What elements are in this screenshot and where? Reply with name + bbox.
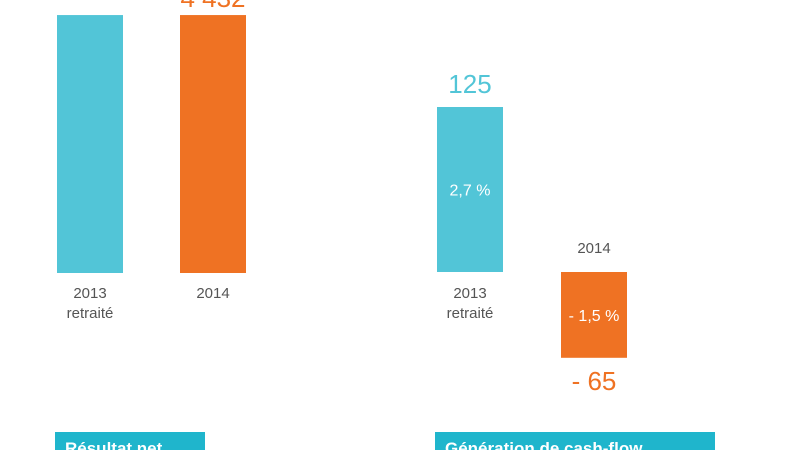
category-label: 2013 <box>453 285 486 302</box>
chart-title: Génération de cash-flow <box>445 439 643 450</box>
chart-resultat-net: 2013 retraité 4 432 2014 Résultat net <box>55 0 246 450</box>
value-label: - 65 <box>572 366 617 396</box>
chart-title-banner <box>435 432 715 450</box>
bar-2013 <box>57 15 123 274</box>
chart-title-banner <box>55 432 205 450</box>
category-label: 2013 <box>73 285 106 302</box>
bar-inner-label: 2,7 % <box>450 183 491 200</box>
chart-title: Résultat net <box>65 439 163 450</box>
category-label: retraité <box>447 305 494 322</box>
bar-2014 <box>180 15 246 274</box>
value-label: 4 432 <box>180 0 245 13</box>
bar-2014 <box>561 272 627 358</box>
category-label: 2014 <box>577 240 610 257</box>
category-label: 2014 <box>196 285 229 302</box>
chart-generation-cash-flow: 125 2,7 % 2013 retraité - 65 - 1,5 % 2014 Génér… <box>435 69 715 450</box>
bar-2013 <box>437 107 503 272</box>
value-label: 125 <box>448 69 491 99</box>
category-label: retraité <box>67 305 114 322</box>
bar-inner-label: - 1,5 % <box>569 308 620 325</box>
